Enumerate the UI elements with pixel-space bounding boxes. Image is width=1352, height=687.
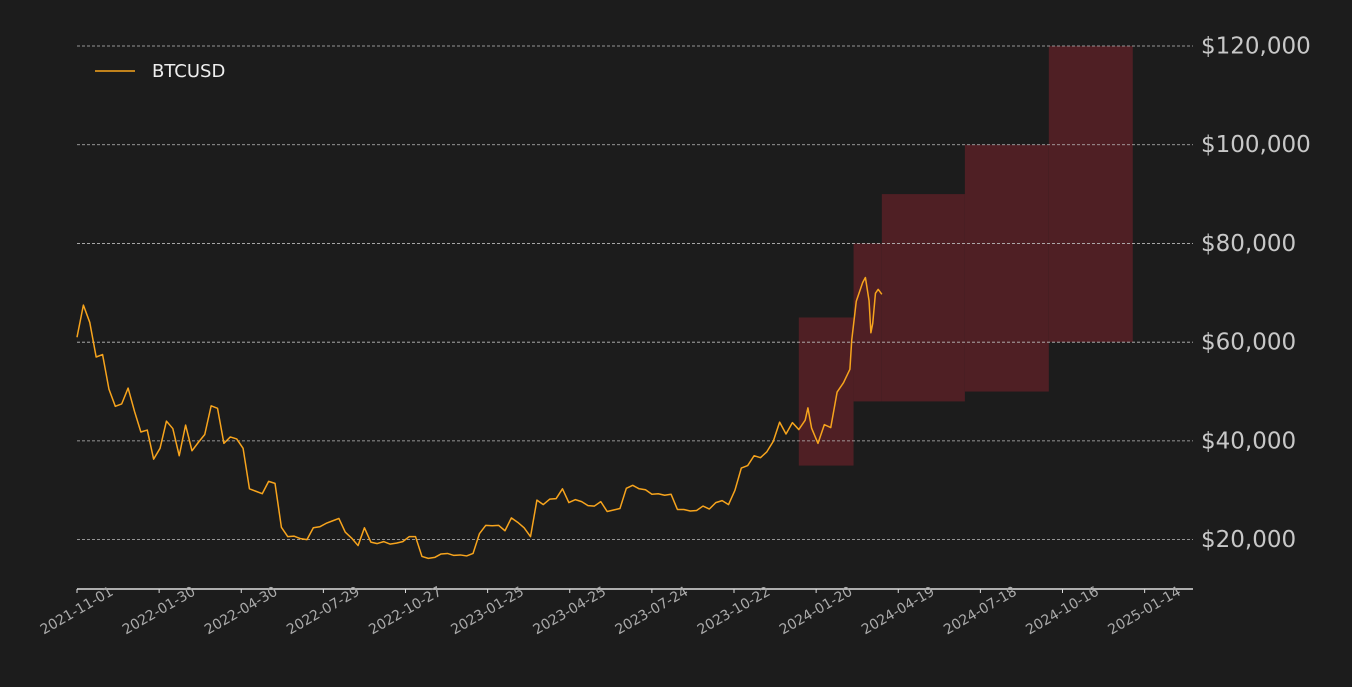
y-tick-label: $120,000 [1201, 34, 1311, 60]
range-box [1048, 46, 1133, 343]
y-tick-label: $100,000 [1201, 132, 1311, 158]
range-box [853, 243, 882, 402]
y-tick-label: $20,000 [1201, 527, 1296, 553]
range-box [881, 194, 965, 402]
y-tick-label: $40,000 [1201, 428, 1296, 454]
y-tick-label: $80,000 [1201, 231, 1296, 257]
legend-label: BTCUSD [152, 61, 225, 82]
range-box [964, 144, 1049, 392]
y-tick-label: $60,000 [1201, 330, 1296, 356]
range-box [798, 317, 854, 466]
price-line [76, 276, 883, 560]
